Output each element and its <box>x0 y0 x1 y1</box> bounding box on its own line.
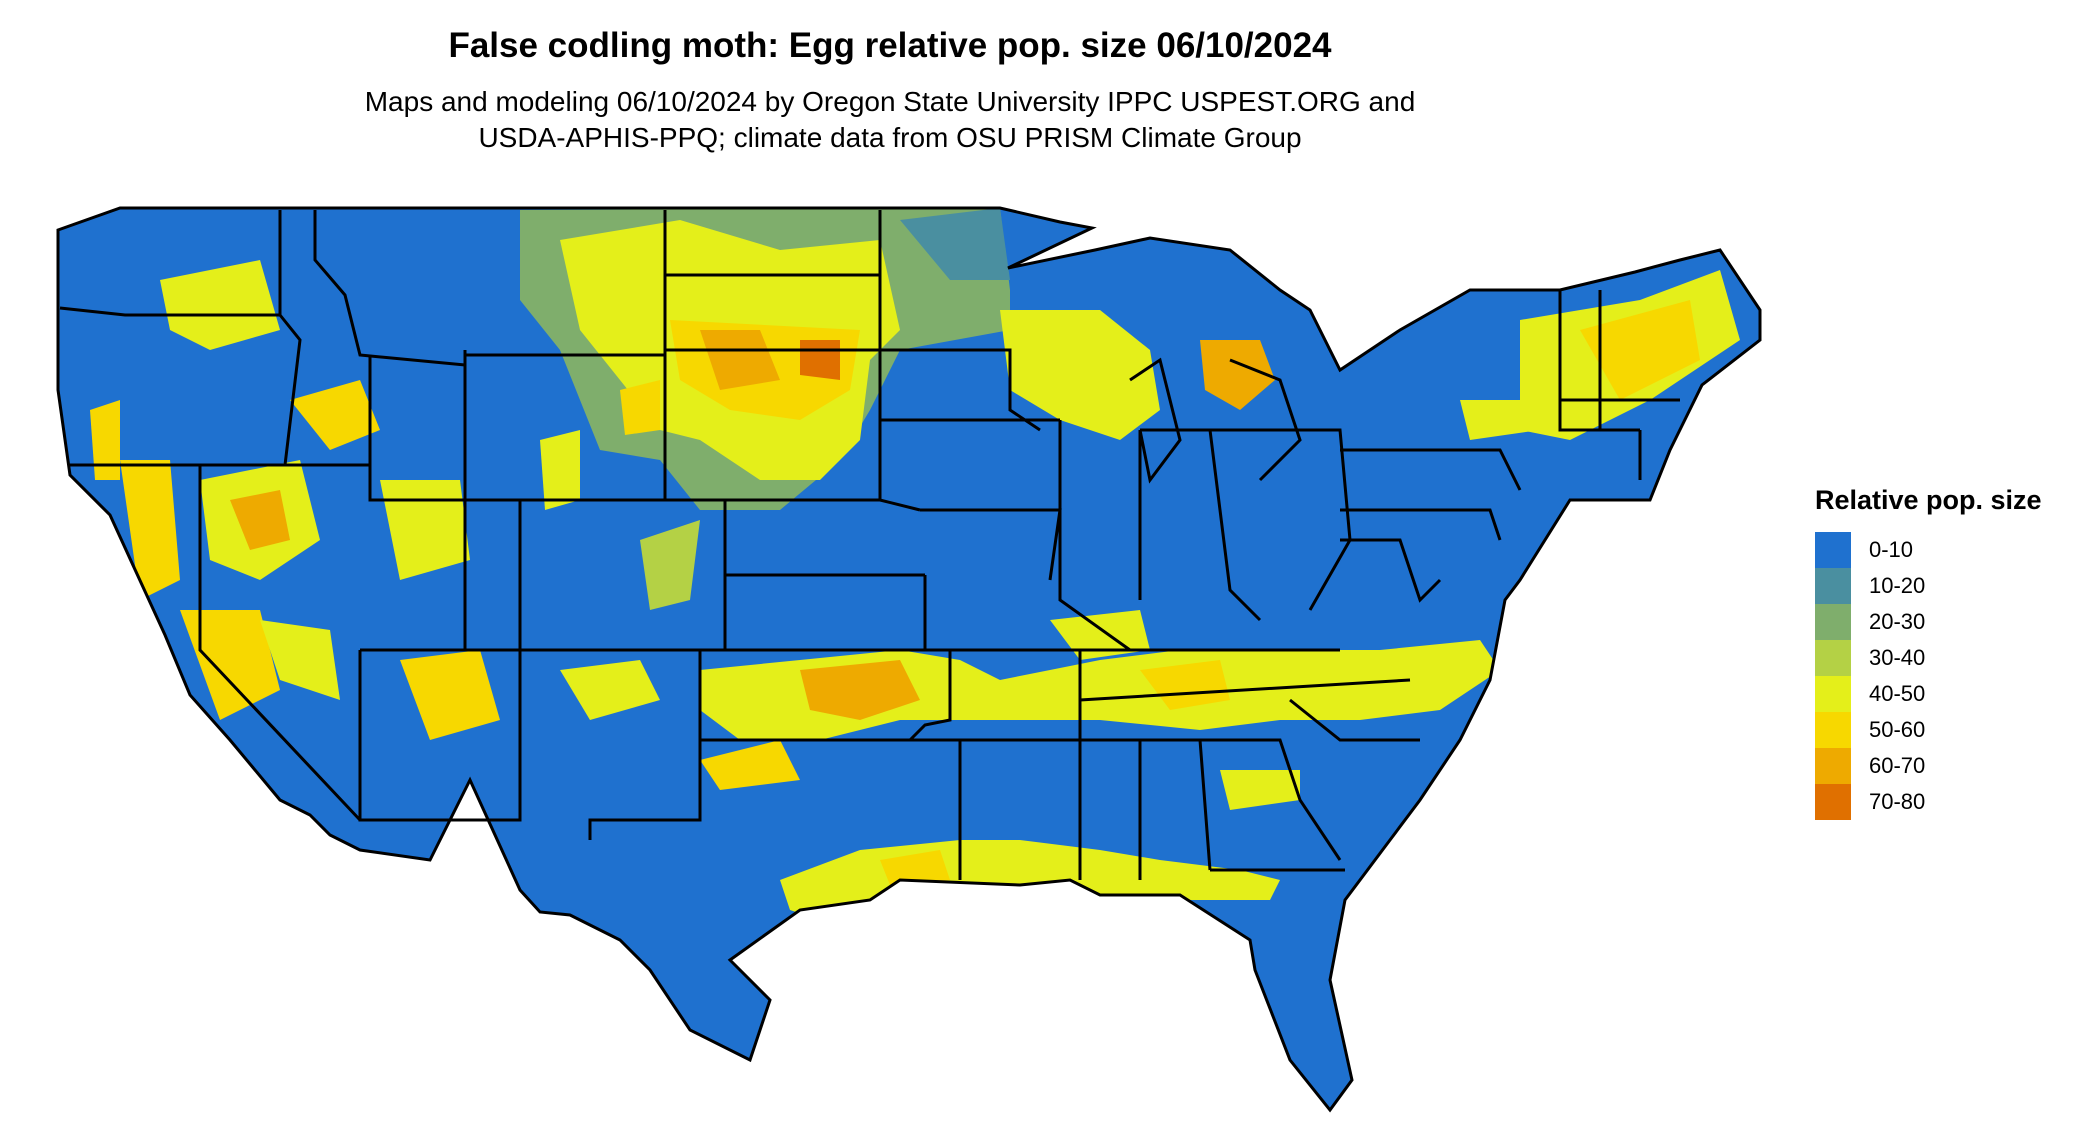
legend-label: 30-40 <box>1869 645 1926 670</box>
legend-label: 10-20 <box>1869 573 1926 598</box>
legend-item: 70-80 <box>1815 784 2085 820</box>
legend-title: Relative pop. size <box>1815 485 2042 515</box>
legend-item: 60-70 <box>1815 748 2085 784</box>
legend-label: 20-30 <box>1869 609 1926 634</box>
us-map <box>0 180 1800 1116</box>
map-subtitle-line-1: Maps and modeling 06/10/2024 by Oregon S… <box>364 86 1416 117</box>
legend-item: 50-60 <box>1815 712 2085 748</box>
legend-item: 20-30 <box>1815 604 2085 640</box>
legend-label: 50-60 <box>1869 717 1926 742</box>
legend-item: 10-20 <box>1815 568 2085 604</box>
us-map-svg <box>56 206 1762 1113</box>
legend-swatch <box>1815 604 1851 640</box>
legend-swatch <box>1815 748 1851 784</box>
state-borders <box>56 206 1762 1113</box>
value-surface <box>58 208 1760 1110</box>
legend-item: 30-40 <box>1815 640 2085 676</box>
legend-item: 0-10 <box>1815 532 2085 568</box>
legend-swatch <box>1815 676 1851 712</box>
legend-swatch <box>1815 784 1851 820</box>
map-title: False codling moth: Egg relative pop. si… <box>448 26 1332 65</box>
legend-label: 60-70 <box>1869 753 1926 778</box>
legend-label: 0-10 <box>1869 537 1914 562</box>
legend-items: 0-10 10-20 20-30 30-40 40-50 50-60 60-70 70-80 <box>1815 532 2085 820</box>
legend-swatch <box>1815 712 1851 748</box>
map-subtitle-line-2: USDA-APHIS-PPQ; climate data from OSU PR… <box>478 122 1302 153</box>
legend-label: 70-80 <box>1869 789 1926 814</box>
legend-label: 40-50 <box>1869 681 1926 706</box>
legend-swatch <box>1815 532 1851 568</box>
legend-item: 40-50 <box>1815 676 2085 712</box>
legend: Relative pop. size 0-10 10-20 20-30 30-40 40… <box>1815 485 2085 820</box>
legend-swatch <box>1815 568 1851 604</box>
legend-swatch <box>1815 640 1851 676</box>
